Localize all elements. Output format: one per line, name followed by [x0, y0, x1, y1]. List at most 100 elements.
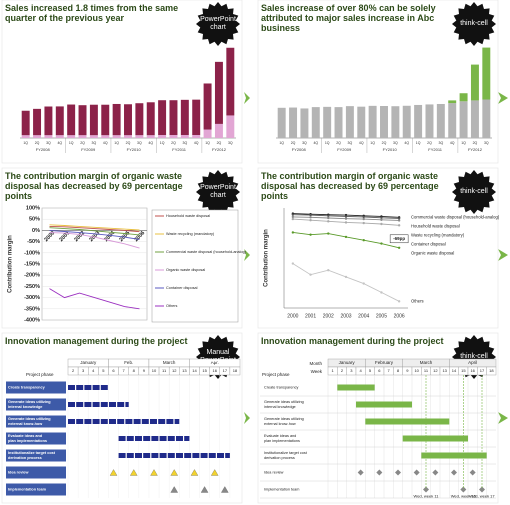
marker	[380, 222, 383, 226]
row-label: Idea review	[264, 471, 284, 475]
week-label: 13	[442, 368, 447, 373]
month-label: March	[420, 360, 433, 365]
milestone	[395, 469, 401, 476]
arrow	[244, 249, 250, 261]
series-line	[49, 229, 140, 240]
x-tick-label: 4Q	[450, 141, 455, 145]
row-label-box	[6, 483, 66, 496]
bar-segment	[226, 115, 235, 138]
x-tick-label: 1Q	[370, 141, 375, 145]
series-line	[49, 232, 140, 249]
x-tick-label: 4Q	[359, 141, 364, 145]
bar-segment	[277, 107, 286, 138]
row-label-line: Generate ideas utilizing	[264, 400, 304, 404]
x-tick-label: 3Q	[439, 141, 444, 145]
week-label: 12	[172, 368, 177, 373]
x-tick-label: 2Q	[427, 141, 432, 145]
badge: think-cell	[460, 188, 488, 195]
bar-segment	[78, 105, 87, 136]
legend-label: Waste recycling (mandatory)	[166, 232, 215, 236]
row-label: Create transparency	[264, 386, 299, 390]
row-label-line: external know-how	[264, 422, 296, 426]
y-tick-label: -400%	[24, 317, 40, 323]
bar-segment	[436, 103, 445, 138]
x-tick-label: 4Q	[57, 141, 62, 145]
y-tick-label: -50%	[27, 239, 40, 245]
bar-segment	[470, 64, 479, 101]
bar-segment	[112, 135, 121, 138]
y-tick-label: -100%	[24, 250, 40, 256]
x-tick-label: 2001	[305, 313, 316, 319]
row-label-box	[6, 466, 66, 479]
row-label-box	[6, 398, 66, 411]
week-label: 6	[112, 368, 115, 373]
marker	[397, 300, 401, 303]
marker	[291, 262, 295, 265]
panel-title: Sales increase of over 80% can be solely…	[261, 3, 436, 33]
annotation-box	[389, 234, 409, 244]
bar-segment	[226, 47, 235, 116]
month-label: February	[375, 360, 394, 365]
bar-segment	[368, 105, 377, 138]
bar-segment	[55, 135, 64, 138]
row-label: Implementation team	[264, 488, 299, 492]
row-label-line: Create transparency	[8, 386, 46, 390]
marker	[362, 239, 365, 242]
row-label-line: Idea review	[264, 471, 284, 475]
row-label: Generate ideas utilizing internal knowled…	[8, 400, 51, 409]
badge-star	[196, 2, 240, 46]
week-label: 5	[102, 368, 105, 373]
x-tick-label: 2Q	[35, 141, 40, 145]
marker	[362, 221, 365, 225]
bar-segment	[21, 110, 30, 136]
milestone	[130, 469, 138, 476]
bar-segment	[135, 135, 144, 138]
x-tick-label: 2000	[287, 313, 298, 319]
week-label: 9	[143, 368, 146, 373]
marker	[327, 269, 330, 272]
bar-segment	[89, 135, 98, 138]
milestone-label: Wed, week 17	[469, 494, 495, 499]
y-tick-label: 100%	[26, 205, 40, 211]
row-label: Generate ideas utilizing internal knowled…	[264, 400, 304, 409]
week-label: 4	[92, 368, 95, 373]
x-tick-label: 4Q	[313, 141, 318, 145]
marker	[309, 219, 312, 222]
row-label-line: derivation process	[8, 456, 42, 460]
milestone	[469, 469, 476, 476]
marker	[397, 219, 401, 222]
group-label: FY2012	[468, 147, 483, 152]
x-tick-label: 3Q	[484, 141, 489, 145]
row-label: Create transparency	[8, 386, 46, 390]
marker	[327, 214, 330, 217]
panel-title: The contribution margin of organic waste…	[5, 171, 183, 201]
month-label: April	[468, 360, 477, 365]
panel-title: Innovation management during the project	[261, 336, 444, 346]
x-tick-label: 3Q	[393, 141, 398, 145]
row-label-line: external know-how	[8, 422, 42, 426]
milestone	[150, 469, 158, 476]
milestone	[413, 469, 420, 476]
arrow	[498, 412, 508, 424]
milestone	[200, 486, 209, 493]
bar-segment	[391, 106, 400, 138]
milestone	[210, 469, 219, 476]
bar-segment	[21, 135, 30, 138]
x-tick-label: 2Q	[382, 141, 387, 145]
month-label: January	[339, 360, 356, 365]
milestone	[170, 486, 178, 493]
marker	[397, 217, 401, 220]
milestone	[109, 469, 118, 476]
y-tick-label: -200%	[24, 273, 40, 279]
marker	[380, 291, 383, 294]
bar-segment	[323, 106, 332, 138]
task-bar	[421, 452, 487, 459]
bar-segment	[425, 104, 434, 138]
week-cell	[229, 366, 241, 376]
marker	[344, 217, 348, 220]
x-tick-label: 3Q	[92, 141, 97, 145]
week-label: 16	[470, 368, 475, 373]
week-label: 11	[424, 368, 429, 373]
x-tick-label: 4Q	[404, 141, 409, 145]
x-tick-label: 1Q	[416, 141, 421, 145]
